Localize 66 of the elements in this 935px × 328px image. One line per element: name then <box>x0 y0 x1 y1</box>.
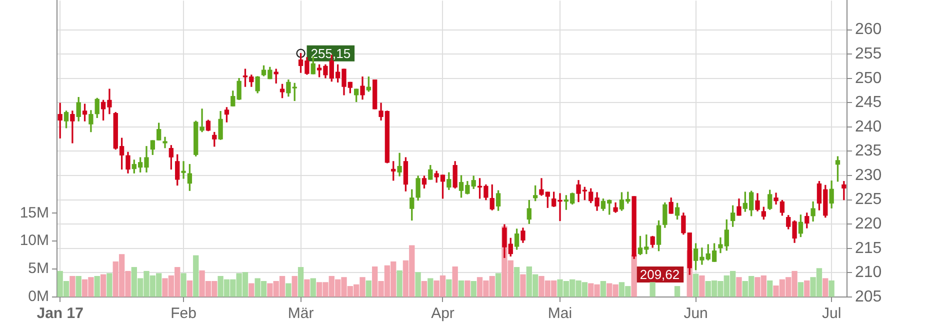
bar <box>514 267 520 297</box>
bar <box>310 278 316 297</box>
bar <box>428 278 434 297</box>
bar <box>446 279 452 297</box>
bar <box>106 273 112 297</box>
x-tick-label: Feb <box>170 305 196 322</box>
bar <box>650 282 656 297</box>
y-tick-label: 245 <box>855 94 882 112</box>
x-tick-label: Mär <box>288 305 314 322</box>
bar <box>286 283 292 297</box>
x-tick-label: Mai <box>548 305 572 322</box>
annotation: 209,62 <box>640 267 680 282</box>
y-tick-label: 205 <box>855 288 882 306</box>
bar <box>248 283 254 297</box>
bar <box>674 286 680 297</box>
bar <box>600 281 606 297</box>
x-tick-label: Jun <box>684 305 708 322</box>
bar <box>70 276 76 297</box>
y-tick-label: 220 <box>855 216 882 233</box>
bar <box>292 276 298 297</box>
bar <box>186 280 193 297</box>
bar <box>495 273 502 297</box>
bar <box>464 280 470 297</box>
candlestick <box>70 110 75 144</box>
y-tick-label: 255 <box>855 45 882 62</box>
y-tick-label: 260 <box>855 21 882 38</box>
bar <box>699 275 705 297</box>
x-tick-label: Jan 17 <box>36 305 84 322</box>
y-tick-label: 230 <box>855 166 882 184</box>
y-tick-label: 225 <box>855 191 882 208</box>
bar <box>520 274 526 297</box>
bar <box>804 280 810 297</box>
bar <box>798 282 804 297</box>
x-tick-label: Apr <box>431 305 454 322</box>
x-tick-label: Jul <box>822 305 842 322</box>
y-tick-label: 235 <box>855 142 882 160</box>
bar <box>100 274 106 297</box>
y-tick-label: 240 <box>855 118 882 136</box>
y-tick-label: 250 <box>855 70 882 87</box>
bar <box>76 276 82 297</box>
bar <box>421 281 428 297</box>
candlestick <box>181 161 186 179</box>
bar <box>470 281 476 297</box>
y2-tick-label: 5M <box>28 260 49 278</box>
y-tick-label: 210 <box>855 264 882 282</box>
annotation: 255,15 <box>310 46 351 61</box>
bar <box>396 270 402 297</box>
bar <box>736 277 742 297</box>
bar <box>180 273 186 297</box>
bar <box>298 267 304 297</box>
y2-tick-label: 10M <box>20 232 49 250</box>
bar <box>366 280 372 297</box>
bar <box>767 280 773 297</box>
bar <box>828 280 834 297</box>
bar <box>458 280 464 297</box>
y-tick-label: 215 <box>855 240 882 257</box>
bar <box>304 279 310 297</box>
y2-tick-label: 0M <box>28 288 49 306</box>
y2-tick-label: 15M <box>20 204 49 222</box>
bar <box>94 276 100 297</box>
bar <box>415 272 421 297</box>
candlestick <box>162 136 168 148</box>
bar <box>452 266 458 297</box>
bar <box>692 274 699 297</box>
bar <box>822 278 828 297</box>
bar <box>193 255 199 297</box>
